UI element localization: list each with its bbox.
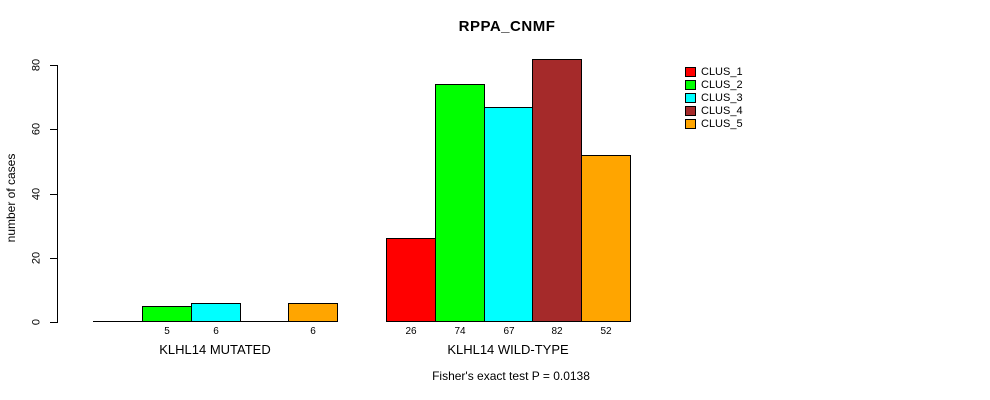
bar-value-label: 6 xyxy=(310,326,316,337)
legend-item-label: CLUS_3 xyxy=(701,92,743,104)
legend-item: CLUS_1 xyxy=(685,66,743,78)
legend-swatch-clus_1 xyxy=(685,67,696,77)
legend-item-label: CLUS_5 xyxy=(701,118,743,130)
y-axis-tick xyxy=(50,129,57,130)
legend-swatch-clus_3 xyxy=(685,93,696,103)
legend: CLUS_1 CLUS_2 CLUS_3 CLUS_4 CLUS_5 xyxy=(685,67,743,132)
bar-value-label: 26 xyxy=(405,326,417,337)
bar-clus_1-klhl14-mutated xyxy=(93,321,143,322)
bar-clus_4-klhl14-mutated xyxy=(239,321,289,322)
group-label-klhl14-wild-type: KLHL14 WILD-TYPE xyxy=(447,342,569,357)
legend-item-label: CLUS_4 xyxy=(701,105,743,117)
bar-clus_5-klhl14-wild-type xyxy=(581,155,631,322)
bar-value-label: 52 xyxy=(600,326,612,337)
legend-item-label: CLUS_1 xyxy=(701,66,743,78)
y-axis-line xyxy=(57,65,58,323)
y-axis-tick xyxy=(50,322,57,323)
bar-value-label: 82 xyxy=(551,326,563,337)
y-axis-tick xyxy=(50,65,57,66)
legend-item-label: CLUS_2 xyxy=(701,79,743,91)
chart-title: RPPA_CNMF xyxy=(458,18,556,35)
y-axis-tick-label: 20 xyxy=(30,251,43,265)
legend-swatch-clus_4 xyxy=(685,106,696,116)
legend-item: CLUS_4 xyxy=(685,105,743,117)
bar-value-label: 6 xyxy=(213,326,219,337)
fisher-test-annotation: Fisher's exact test P = 0.0138 xyxy=(432,369,590,383)
group-label-klhl14-mutated: KLHL14 MUTATED xyxy=(159,342,271,357)
y-axis-tick xyxy=(50,194,57,195)
y-axis-tick xyxy=(50,258,57,259)
legend-swatch-clus_5 xyxy=(685,119,696,129)
bar-clus_3-klhl14-wild-type xyxy=(484,107,534,322)
bar-value-label: 74 xyxy=(454,326,466,337)
bar-clus_1-klhl14-wild-type xyxy=(386,238,436,322)
bar-clus_3-klhl14-mutated xyxy=(191,303,241,322)
y-axis-tick-label: 80 xyxy=(30,58,43,72)
bar-value-label: 67 xyxy=(503,326,515,337)
legend-item: CLUS_5 xyxy=(685,118,743,130)
bar-clus_4-klhl14-wild-type xyxy=(532,59,582,322)
y-axis-tick-label: 60 xyxy=(30,122,43,136)
y-axis-tick-label: 0 xyxy=(30,318,43,326)
bar-clus_2-klhl14-mutated xyxy=(142,306,192,322)
legend-item: CLUS_2 xyxy=(685,79,743,91)
bar-clus_5-klhl14-mutated xyxy=(288,303,338,322)
legend-swatch-clus_2 xyxy=(685,80,696,90)
bar-value-label: 5 xyxy=(164,326,170,337)
bar-clus_2-klhl14-wild-type xyxy=(435,84,485,322)
legend-item: CLUS_3 xyxy=(685,92,743,104)
y-axis-tick-label: 40 xyxy=(30,187,43,201)
y-axis-title: number of cases xyxy=(4,153,18,243)
